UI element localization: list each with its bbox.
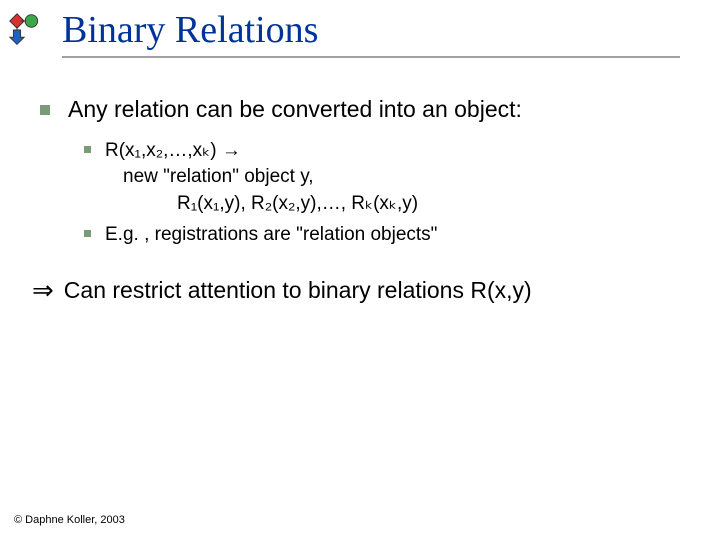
sub-bullet-1: R(x₁,x₂,…,xₖ) → new "relation" object y,… — [105, 138, 418, 218]
sub1-line3: R₁(x₁,y), R₂(x₂,y),…, Rₖ(xₖ,y) — [105, 191, 418, 218]
bullet-square-icon — [40, 105, 50, 115]
main-bullet-text: Any relation can be converted into an ob… — [68, 95, 522, 124]
bullet-level1: Any relation can be converted into an ob… — [40, 95, 690, 124]
sub1-line1: R(x₁,x₂,…,xₖ) → — [105, 140, 241, 161]
slide: Binary Relations Any relation can be con… — [0, 0, 720, 540]
content-area: Any relation can be converted into an ob… — [40, 95, 690, 305]
sub-bullet-2: E.g. , registrations are "relation objec… — [105, 222, 437, 249]
implies-icon: ⇒ — [32, 276, 54, 305]
slide-title: Binary Relations — [62, 8, 318, 52]
conclusion-row: ⇒ Can restrict attention to binary relat… — [32, 276, 690, 305]
copyright-footer: © Daphne Koller, 2003 — [14, 514, 125, 526]
bullet-square-icon — [84, 230, 91, 237]
bullet-square-icon — [84, 146, 91, 153]
conclusion-text: Can restrict attention to binary relatio… — [64, 276, 532, 305]
logo-icon — [8, 12, 44, 48]
sub1-line2: new "relation" object y, — [105, 164, 418, 191]
bullet-level2: R(x₁,x₂,…,xₖ) → new "relation" object y,… — [84, 138, 690, 218]
title-underline — [62, 56, 680, 58]
bullet-level2: E.g. , registrations are "relation objec… — [84, 222, 690, 249]
